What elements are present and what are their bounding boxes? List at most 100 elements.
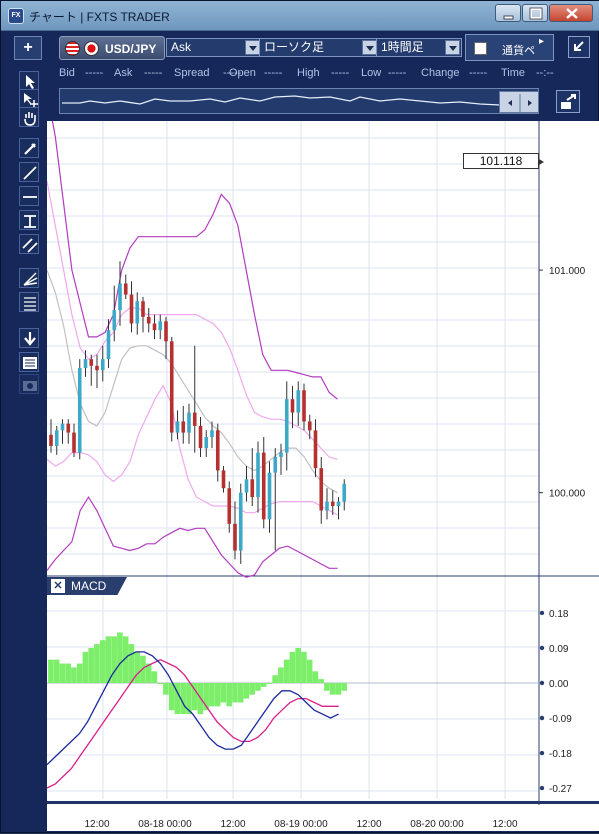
macd-histogram-bar xyxy=(341,683,347,691)
low-value: ----- xyxy=(388,67,407,79)
cursor-icon xyxy=(26,75,35,89)
candle-body xyxy=(181,421,186,433)
channel-tool[interactable] xyxy=(19,234,39,254)
fan-tool[interactable] xyxy=(19,268,39,288)
chevron-down-icon[interactable] xyxy=(362,40,377,55)
price-side-value: Ask xyxy=(171,40,192,54)
compare-checkbox[interactable] xyxy=(474,42,487,55)
candle-body xyxy=(169,341,174,433)
scroll-arrows-icon xyxy=(508,94,532,112)
time-label: Time xyxy=(501,67,526,79)
candle-body xyxy=(307,421,312,431)
maximize-button[interactable] xyxy=(522,4,548,22)
macd-histogram-bar xyxy=(53,659,60,683)
price-side-select[interactable]: Ask xyxy=(166,38,262,57)
macd-histogram-bar xyxy=(122,636,129,683)
time-tick-label: 08-20 00:00 xyxy=(410,819,464,830)
symbol-button[interactable]: USD/JPY xyxy=(59,36,165,60)
spread-label: Spread xyxy=(174,67,210,79)
timeframe-value: 1時間足 xyxy=(381,40,424,54)
macd-histogram-bar xyxy=(203,683,209,711)
macd-tick-dot xyxy=(539,750,545,756)
macd-signal-line xyxy=(47,658,339,789)
ask-label: Ask xyxy=(114,67,133,79)
timeframe-select[interactable]: 1時間足 xyxy=(376,38,462,57)
candle-body xyxy=(273,457,278,473)
close-button[interactable] xyxy=(549,4,593,22)
app-icon: FX xyxy=(8,8,24,24)
delete-drawings-tool[interactable] xyxy=(19,328,39,348)
chart-canvas[interactable]: 101.000 100.000 0.18 0.09 0.00 -0.09 -0.18 -0.2… xyxy=(47,121,599,831)
macd-close-icon[interactable]: ✕ xyxy=(51,579,65,593)
maximize-icon xyxy=(529,7,543,20)
pan-tool[interactable] xyxy=(19,107,39,127)
overview-scroll-control[interactable] xyxy=(499,91,539,113)
time-tick-label: 08-18 00:00 xyxy=(138,819,192,830)
macd-histogram-bar xyxy=(191,683,198,711)
macd-histogram-bar xyxy=(266,683,273,684)
candle-body xyxy=(123,283,128,295)
pencil-icon xyxy=(24,143,36,155)
current-price-tag: 101.118 xyxy=(463,153,539,169)
arrow-down-left-icon xyxy=(574,41,584,51)
macd-histogram-bar xyxy=(99,640,106,683)
macd-tick-dot xyxy=(539,715,545,721)
candle-body xyxy=(284,399,289,453)
macd-histogram-bar xyxy=(128,644,135,683)
quote-bar: Bid ----- Ask ----- Spread ----- Open --… xyxy=(59,67,559,83)
macd-tick-label: 0.18 xyxy=(549,609,569,620)
candle-body xyxy=(77,368,82,453)
horizontal-line-tool[interactable] xyxy=(19,186,39,206)
vertical-line-tool[interactable] xyxy=(19,210,39,230)
candle-body xyxy=(158,321,163,331)
toolbar-scroll-arrow[interactable]: ▸ xyxy=(539,36,545,47)
bid-label: Bid xyxy=(59,67,75,79)
properties-tool[interactable] xyxy=(19,352,39,372)
bollinger-middle xyxy=(47,269,338,494)
chevron-down-icon[interactable] xyxy=(245,40,260,55)
candle-body xyxy=(233,523,237,551)
us-flag-icon xyxy=(65,41,80,56)
minimize-button[interactable] xyxy=(495,4,521,22)
macd-histogram-bar xyxy=(134,651,140,683)
candle-body xyxy=(296,390,301,413)
candle-body xyxy=(227,488,232,524)
overview-navigator[interactable] xyxy=(59,88,539,114)
macd-histogram-bar xyxy=(278,667,284,683)
export-button[interactable] xyxy=(556,90,580,113)
pointer-tool[interactable] xyxy=(19,71,39,91)
macd-histogram-bar xyxy=(243,683,250,699)
overview-line xyxy=(62,95,539,106)
add-chart-button[interactable]: + xyxy=(14,36,42,60)
candle-body xyxy=(204,437,209,449)
chevron-down-icon[interactable] xyxy=(445,40,460,55)
compare-pair-box: 通貨ペ xyxy=(465,34,554,61)
candle-body xyxy=(215,430,220,471)
chart-type-select[interactable]: ローソク足 xyxy=(259,38,379,57)
candle-body xyxy=(238,492,243,551)
candle-body xyxy=(256,452,260,498)
change-value: ----- xyxy=(469,67,488,79)
macd-histogram-bar xyxy=(237,683,244,703)
close-icon xyxy=(566,8,578,19)
candle-body xyxy=(319,468,324,511)
title-bar[interactable]: FX チャート | FXTS TRADER xyxy=(1,1,599,31)
trend-line-tool[interactable] xyxy=(19,162,39,182)
candle-body xyxy=(129,294,134,324)
fibonacci-tool[interactable] xyxy=(19,292,39,312)
screenshot-tool[interactable] xyxy=(19,374,39,394)
price-tick-label: 100.000 xyxy=(549,489,586,500)
marker-tool[interactable] xyxy=(19,138,39,158)
macd-histogram-bar xyxy=(329,683,336,695)
fan-icon xyxy=(23,272,38,286)
macd-histogram-bar xyxy=(65,663,71,683)
macd-histogram-bar xyxy=(71,667,77,683)
price-chart[interactable]: 101.000 100.000 0.18 0.09 0.00 -0.09 -0.18 -0.2… xyxy=(47,121,599,834)
macd-tick-dot xyxy=(539,645,545,651)
macd-tick-label: -0.09 xyxy=(549,714,572,725)
candle-body xyxy=(342,483,347,502)
crosshair-tool[interactable] xyxy=(19,89,39,109)
restore-window-button[interactable] xyxy=(568,36,590,58)
macd-histogram-bar xyxy=(105,636,112,683)
